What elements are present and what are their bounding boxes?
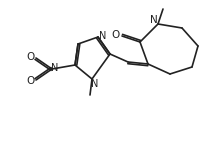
Text: N: N [91,79,99,89]
Text: O: O [26,52,34,62]
Text: N: N [150,15,158,25]
Text: N: N [51,63,59,73]
Text: O: O [26,76,34,86]
Text: N: N [99,31,107,41]
Text: O: O [111,30,119,40]
